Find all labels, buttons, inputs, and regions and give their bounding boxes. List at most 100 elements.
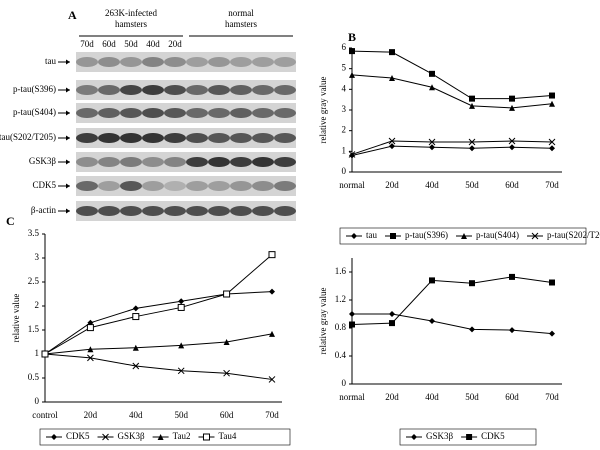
series-line	[351, 74, 553, 109]
x-tick-label: 70d	[545, 180, 559, 190]
marker	[549, 330, 555, 337]
marker	[509, 273, 515, 280]
blot-band	[76, 206, 98, 216]
arrow-head	[66, 159, 70, 165]
lane-label: 60d	[102, 39, 116, 49]
x-tick-label: 70d	[545, 392, 559, 402]
blot-band	[120, 108, 142, 118]
marker	[269, 330, 275, 337]
marker	[177, 367, 185, 375]
marker	[509, 104, 515, 111]
x-tick-label: 60d	[505, 180, 519, 190]
series-line	[351, 140, 553, 155]
y-tick-label: 4	[342, 83, 347, 93]
marker	[87, 346, 94, 353]
arrow-head	[66, 208, 70, 214]
blot-band	[164, 206, 186, 216]
series-line	[351, 50, 553, 100]
blot-band	[274, 206, 296, 216]
lane-label: 40d	[146, 39, 160, 49]
blot-band	[274, 133, 296, 143]
blot-band	[164, 157, 186, 167]
x-tick-label: 20d	[385, 180, 399, 190]
marker	[349, 321, 355, 328]
blot-band	[98, 108, 120, 118]
blot-band	[164, 181, 186, 191]
marker	[349, 71, 355, 78]
group-label: hamsters	[115, 19, 147, 29]
blot-band	[142, 57, 164, 67]
marker	[468, 138, 476, 146]
series-line	[352, 313, 553, 335]
y-axis-label: relative value	[11, 294, 21, 343]
blot-band	[186, 181, 208, 191]
blot-band	[142, 108, 164, 118]
group-label: hamsters	[225, 19, 257, 29]
blot-band	[98, 181, 120, 191]
legend-marker	[411, 434, 417, 440]
y-axis-label: relative gray value	[318, 77, 328, 144]
legend-box	[339, 227, 587, 245]
row-label: tau	[45, 56, 56, 66]
marker	[349, 311, 355, 317]
blot-band	[142, 85, 164, 95]
marker	[548, 138, 556, 146]
y-tick-label: 1.2	[335, 294, 346, 304]
row-label: p-tau(S396)	[13, 84, 56, 94]
blot-band	[230, 133, 252, 143]
blot-band	[252, 157, 274, 167]
legend-label: CDK5	[481, 431, 505, 441]
lane-label: 70d	[80, 39, 94, 49]
blot-band	[120, 157, 142, 167]
blot-band	[76, 57, 98, 67]
marker	[549, 92, 555, 99]
marker	[388, 137, 396, 145]
blot-band	[252, 57, 274, 67]
blot-band	[252, 85, 274, 95]
blot-band	[230, 108, 252, 118]
marker	[132, 305, 139, 312]
legend-marker	[202, 433, 210, 441]
series-line	[44, 333, 273, 355]
legend-box	[399, 428, 537, 446]
marker	[549, 145, 555, 152]
marker	[389, 143, 395, 150]
marker	[469, 95, 475, 102]
x-tick-label: 50d	[465, 180, 479, 190]
marker	[469, 145, 475, 152]
series-line	[351, 276, 553, 325]
marker	[268, 251, 276, 259]
y-tick-label: 0.5	[28, 372, 40, 382]
group-label: normal	[228, 8, 254, 18]
blot-band	[208, 57, 230, 67]
x-tick-label: 20d	[385, 392, 399, 402]
y-tick-label: 0	[35, 396, 40, 406]
legend-label: tau	[366, 230, 377, 240]
blot-band	[164, 133, 186, 143]
row-label: p-tau(S404)	[13, 107, 56, 117]
marker	[508, 137, 516, 145]
y-tick-label: 3	[35, 252, 40, 262]
y-tick-label: 0.4	[335, 350, 347, 360]
blot-band	[142, 133, 164, 143]
marker	[132, 362, 140, 370]
y-tick-label: 3	[342, 104, 347, 114]
marker	[389, 49, 395, 56]
blot-band	[230, 85, 252, 95]
blot-band	[186, 57, 208, 67]
blot-band	[252, 206, 274, 216]
blot-band	[230, 206, 252, 216]
marker	[469, 280, 475, 287]
y-tick-label: 1.5	[28, 324, 40, 334]
y-tick-label: 2	[35, 300, 40, 310]
x-tick-label: 60d	[220, 410, 234, 420]
marker	[349, 48, 355, 55]
legend-label: CDK5	[66, 431, 90, 441]
arrow-head	[66, 59, 70, 65]
panel-label: C	[6, 214, 15, 228]
row-label: p-tau(S202/T205)	[0, 132, 56, 142]
lane-label: 20d	[168, 39, 182, 49]
y-tick-label: 0	[342, 378, 347, 388]
blot-band	[186, 85, 208, 95]
x-tick-label: 40d	[425, 180, 439, 190]
